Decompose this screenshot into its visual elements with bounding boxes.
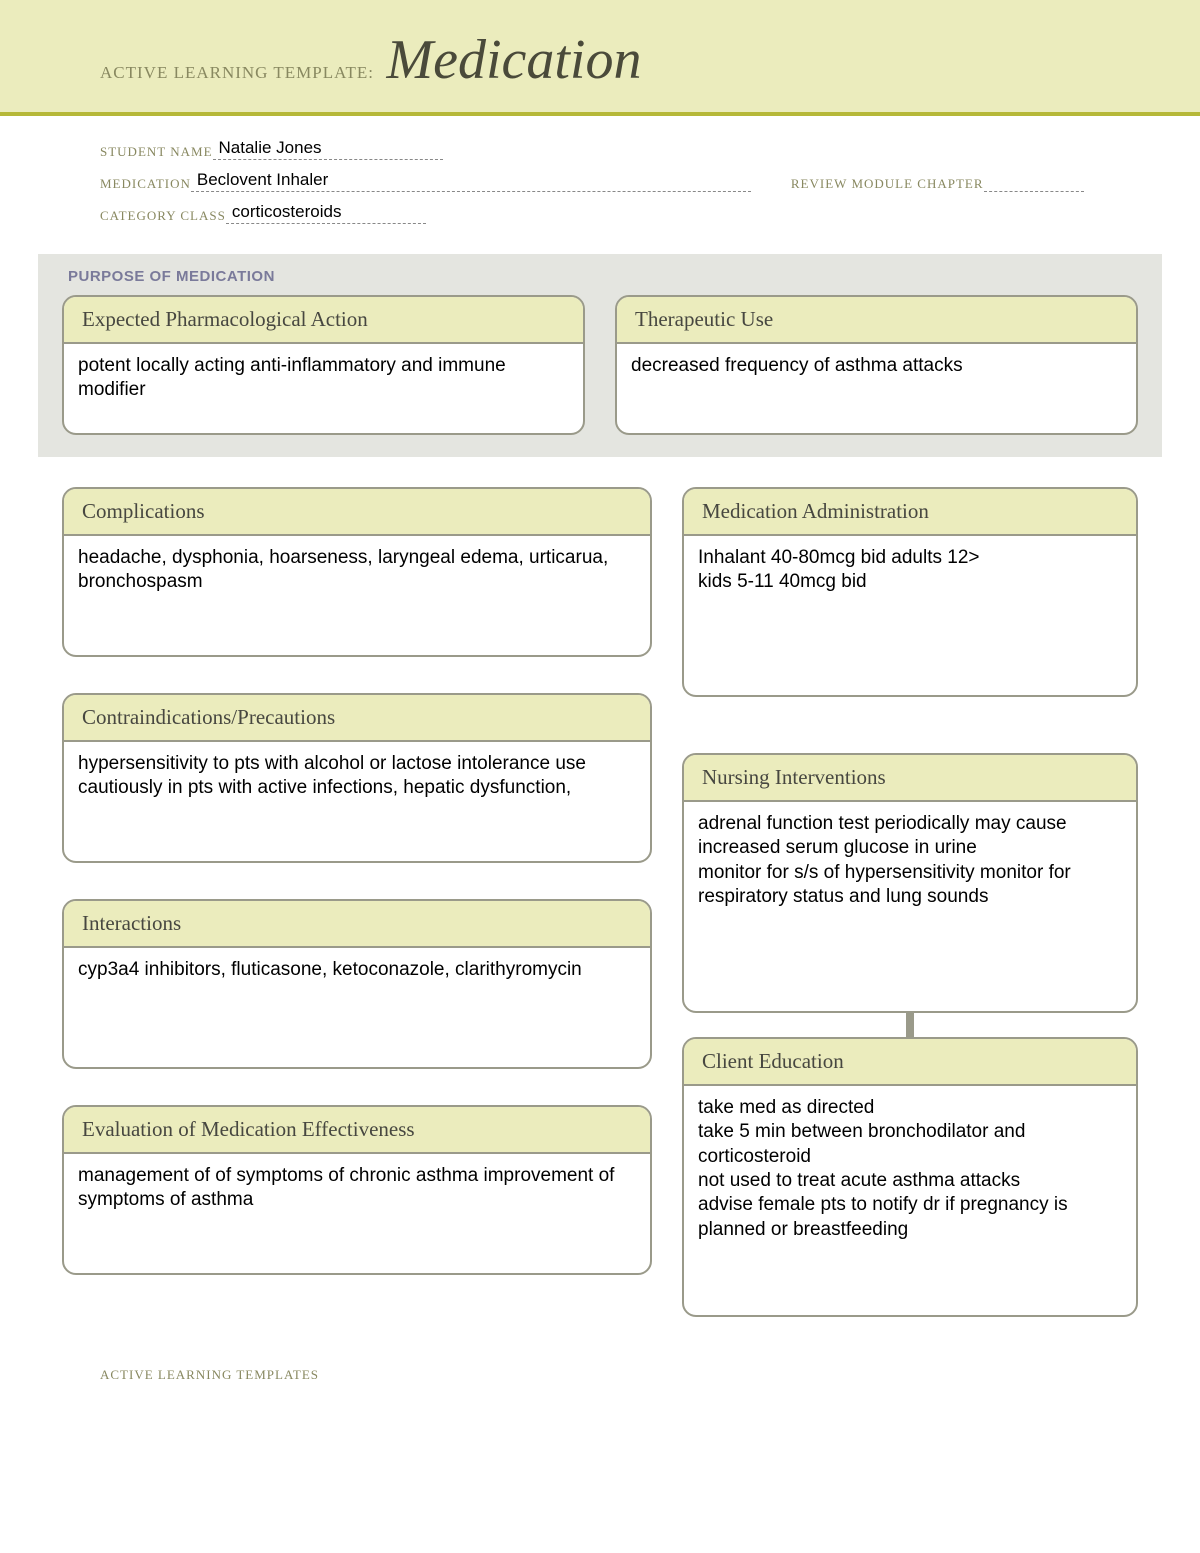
interactions-body: cyp3a4 inhibitors, fluticasone, ketocona… <box>64 948 650 996</box>
header-prefix: ACTIVE LEARNING TEMPLATE: <box>100 63 374 83</box>
interactions-title: Interactions <box>64 901 650 948</box>
medication-row: MEDICATION Beclovent Inhaler REVIEW MODU… <box>100 170 1100 192</box>
medication-value: Beclovent Inhaler <box>191 170 751 192</box>
purpose-boxes: Expected Pharmacological Action potent l… <box>62 295 1138 435</box>
purpose-section: PURPOSE OF MEDICATION Expected Pharmacol… <box>38 254 1162 457</box>
pharm-action-body: potent locally acting anti-inflammatory … <box>64 344 583 417</box>
client-education-title: Client Education <box>684 1039 1136 1086</box>
client-education-body: take med as directedtake 5 min between b… <box>684 1086 1136 1256</box>
nursing-body: adrenal function test periodically may c… <box>684 802 1136 923</box>
client-education-box: Client Education take med as directedtak… <box>682 1037 1138 1317</box>
left-column: Complications headache, dysphonia, hoars… <box>62 487 652 1317</box>
administration-body: Inhalant 40-80mcg bid adults 12>kids 5-1… <box>684 536 1136 609</box>
student-label: STUDENT NAME <box>100 144 213 160</box>
gap <box>682 697 1138 753</box>
main-grid: Complications headache, dysphonia, hoars… <box>0 457 1200 1347</box>
category-label: CATEGORY CLASS <box>100 208 226 224</box>
administration-title: Medication Administration <box>684 489 1136 536</box>
contraindications-box: Contraindications/Precautions hypersensi… <box>62 693 652 863</box>
complications-box: Complications headache, dysphonia, hoars… <box>62 487 652 657</box>
complications-body: headache, dysphonia, hoarseness, larynge… <box>64 536 650 609</box>
connector-line <box>906 1013 914 1037</box>
administration-box: Medication Administration Inhalant 40-80… <box>682 487 1138 697</box>
contraindications-title: Contraindications/Precautions <box>64 695 650 742</box>
pharm-action-title: Expected Pharmacological Action <box>64 297 583 344</box>
review-value <box>984 190 1084 192</box>
therapeutic-box: Therapeutic Use decreased frequency of a… <box>615 295 1138 435</box>
info-block: STUDENT NAME Natalie Jones MEDICATION Be… <box>0 116 1200 244</box>
complications-title: Complications <box>64 489 650 536</box>
pharm-action-box: Expected Pharmacological Action potent l… <box>62 295 585 435</box>
evaluation-body: management of of symptoms of chronic ast… <box>64 1154 650 1227</box>
header-title: Medication <box>386 28 641 92</box>
student-value: Natalie Jones <box>213 138 443 160</box>
page: ACTIVE LEARNING TEMPLATE: Medication STU… <box>0 0 1200 1423</box>
evaluation-title: Evaluation of Medication Effectiveness <box>64 1107 650 1154</box>
nursing-box: Nursing Interventions adrenal function t… <box>682 753 1138 1013</box>
header-band: ACTIVE LEARNING TEMPLATE: Medication <box>0 0 1200 116</box>
footer-text: ACTIVE LEARNING TEMPLATES <box>0 1347 1200 1423</box>
category-value: corticosteroids <box>226 202 426 224</box>
student-row: STUDENT NAME Natalie Jones <box>100 138 1100 160</box>
therapeutic-body: decreased frequency of asthma attacks <box>617 344 1136 392</box>
purpose-title: PURPOSE OF MEDICATION <box>68 268 1138 285</box>
nursing-title: Nursing Interventions <box>684 755 1136 802</box>
category-row: CATEGORY CLASS corticosteroids <box>100 202 1100 224</box>
evaluation-box: Evaluation of Medication Effectiveness m… <box>62 1105 652 1275</box>
right-column: Medication Administration Inhalant 40-80… <box>682 487 1138 1317</box>
medication-label: MEDICATION <box>100 176 191 192</box>
therapeutic-title: Therapeutic Use <box>617 297 1136 344</box>
contraindications-body: hypersensitivity to pts with alcohol or … <box>64 742 650 815</box>
interactions-box: Interactions cyp3a4 inhibitors, fluticas… <box>62 899 652 1069</box>
review-label: REVIEW MODULE CHAPTER <box>791 176 984 192</box>
